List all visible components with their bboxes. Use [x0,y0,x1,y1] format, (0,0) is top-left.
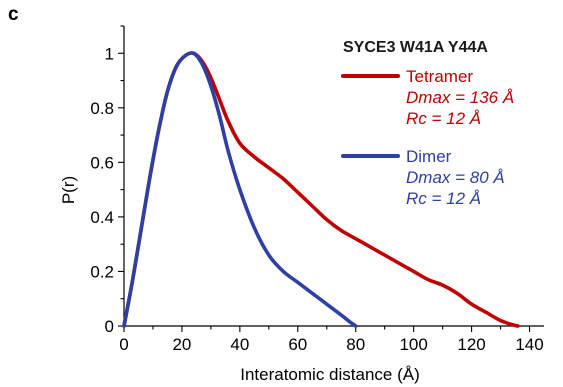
x-tick-label: 80 [346,335,365,354]
y-tick-label: 0.2 [90,262,114,281]
y-tick-label: 0 [105,317,114,336]
legend: SYCE3 W41A Y44A Tetramer Dmax = 136 Å Rc =… [341,39,514,208]
y-tick-label: 0.6 [90,153,114,172]
legend-note-dimer: Dmax = 80 Å [406,168,505,187]
x-tick-label: 0 [119,335,128,354]
series-layer [122,51,520,328]
x-tick-label: 60 [288,335,307,354]
y-tick-label: 0.8 [90,99,114,118]
x-tick-label: 40 [230,335,249,354]
x-tick-label: 140 [515,335,543,354]
x-axis-title: Interatomic distance (Å) [240,365,420,384]
panel-label: c [8,4,19,25]
legend-note-tetramer: Dmax = 136 Å [406,88,514,107]
y-tick-label: 1 [105,44,114,63]
legend-title: SYCE3 W41A Y44A [343,39,488,56]
y-tick-label: 0.4 [90,208,114,227]
legend-note-dimer: Rc = 12 Å [406,189,481,208]
y-axis-title: P(r) [59,176,78,204]
legend-note-tetramer: Rc = 12 Å [406,109,481,128]
axes: 0 20 40 60 80 100 120 140 0 0.2 0.4 0.6 0.8 1 [90,25,544,354]
legend-label-dimer: Dimer [406,147,452,166]
x-tick-label: 120 [457,335,485,354]
series-line-dimer [122,51,358,328]
legend-label-tetramer: Tetramer [406,67,473,86]
x-tick-label: 100 [399,335,427,354]
x-tick-label: 20 [172,335,191,354]
